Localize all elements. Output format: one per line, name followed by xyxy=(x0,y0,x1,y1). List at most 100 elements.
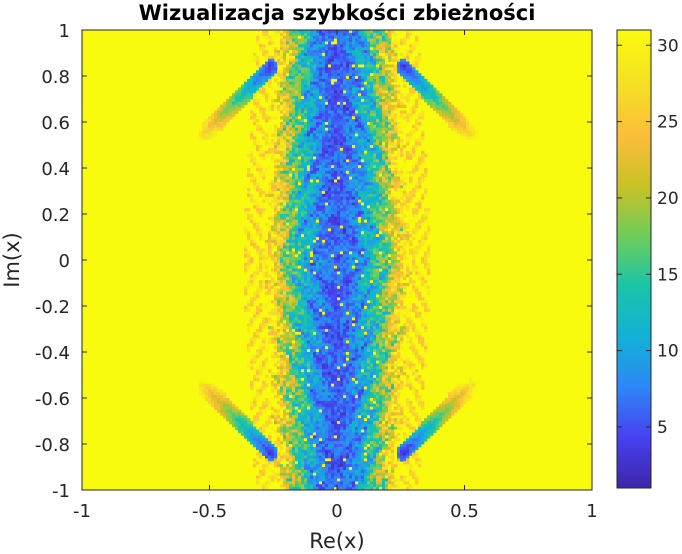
heatmap-cell xyxy=(301,199,305,203)
heatmap-cell xyxy=(400,142,404,146)
heatmap-cell xyxy=(277,297,281,301)
heatmap-cell xyxy=(289,159,293,163)
heatmap-cell xyxy=(358,145,362,149)
heatmap-cell xyxy=(337,222,341,226)
heatmap-cell xyxy=(310,294,314,298)
heatmap-cell xyxy=(301,159,305,163)
heatmap-cell xyxy=(331,139,335,143)
heatmap-cell xyxy=(469,122,473,126)
heatmap-cell xyxy=(307,78,311,83)
heatmap-cell xyxy=(415,73,419,77)
heatmap-cell xyxy=(352,248,356,252)
heatmap-cell xyxy=(349,122,353,126)
heatmap-cell xyxy=(466,119,470,123)
heatmap-cell xyxy=(421,257,425,261)
heatmap-cell xyxy=(322,176,326,180)
heatmap-cell xyxy=(358,150,362,155)
heatmap-cell xyxy=(262,248,266,252)
heatmap-cell xyxy=(358,211,362,215)
heatmap-cell xyxy=(367,147,371,152)
heatmap-cell xyxy=(361,142,365,146)
heatmap-cell xyxy=(370,196,374,201)
heatmap-cell xyxy=(322,130,326,134)
heatmap-cell xyxy=(301,237,305,241)
heatmap-cell xyxy=(274,205,278,209)
heatmap-cell xyxy=(388,47,392,51)
heatmap-cell xyxy=(325,274,329,278)
heatmap-cell xyxy=(355,47,359,51)
heatmap-cell xyxy=(388,199,392,203)
heatmap-cell xyxy=(394,176,398,180)
heatmap-cell xyxy=(361,122,365,126)
heatmap-cell xyxy=(370,133,374,137)
heatmap-cell xyxy=(310,214,314,218)
heatmap-cell xyxy=(355,170,359,175)
heatmap-cell xyxy=(295,265,299,270)
heatmap-cell xyxy=(340,142,344,146)
heatmap-cell xyxy=(301,170,305,175)
heatmap-cell xyxy=(328,196,332,201)
heatmap-cell xyxy=(268,193,272,198)
heatmap-cell xyxy=(295,101,299,106)
heatmap-cell xyxy=(346,150,350,155)
heatmap-cell xyxy=(364,84,368,88)
heatmap-cell xyxy=(373,170,377,175)
heatmap-cell xyxy=(286,110,290,114)
heatmap-cell xyxy=(379,260,383,264)
heatmap-cell xyxy=(352,116,356,120)
heatmap-cell xyxy=(286,101,290,106)
heatmap-cell xyxy=(355,156,359,160)
heatmap-cell xyxy=(259,67,263,71)
heatmap-cell xyxy=(349,176,353,180)
heatmap-cell xyxy=(346,96,350,100)
heatmap-cell xyxy=(262,271,266,275)
heatmap-cell xyxy=(400,219,404,224)
heatmap-cell xyxy=(373,271,377,275)
heatmap-cell xyxy=(355,70,359,74)
heatmap-cell xyxy=(406,283,410,287)
heatmap-cell xyxy=(232,101,236,106)
heatmap-cell xyxy=(307,242,311,247)
heatmap-cell xyxy=(268,81,272,86)
heatmap-cell xyxy=(376,225,380,229)
heatmap-cell xyxy=(349,58,353,63)
heatmap-cell xyxy=(289,208,293,212)
heatmap-cell xyxy=(385,81,389,86)
heatmap-cell xyxy=(292,211,296,215)
heatmap-cell xyxy=(391,136,395,140)
heatmap-cell xyxy=(358,280,362,284)
heatmap-cell xyxy=(310,64,314,68)
heatmap-cell xyxy=(334,153,338,157)
heatmap-cell xyxy=(277,188,281,192)
heatmap-cell xyxy=(412,234,416,238)
heatmap-cell xyxy=(322,283,326,287)
heatmap-cell xyxy=(322,185,326,189)
heatmap-cell xyxy=(277,254,281,258)
heatmap-cell xyxy=(337,291,341,295)
heatmap-cell xyxy=(466,127,470,132)
heatmap-cell xyxy=(379,173,383,178)
heatmap-cell xyxy=(388,257,392,261)
heatmap-cell xyxy=(379,277,383,281)
heatmap-cell xyxy=(373,239,377,244)
heatmap-cell xyxy=(424,188,428,192)
heatmap-cell xyxy=(406,239,410,244)
heatmap-cell xyxy=(259,150,263,155)
heatmap-cell xyxy=(349,84,353,88)
heatmap-cell xyxy=(373,101,377,106)
heatmap-cell xyxy=(295,211,299,215)
heatmap-cell xyxy=(301,84,305,88)
heatmap-cell xyxy=(265,168,269,172)
heatmap-cell xyxy=(340,251,344,255)
heatmap-cell xyxy=(250,76,254,80)
heatmap-cell xyxy=(367,130,371,134)
heatmap-cell xyxy=(292,147,296,152)
heatmap-cell xyxy=(394,202,398,206)
heatmap-cell xyxy=(376,119,380,123)
heatmap-cell xyxy=(469,130,473,134)
heatmap-cell xyxy=(361,228,365,232)
heatmap-cell xyxy=(286,47,290,51)
heatmap-cell xyxy=(448,122,452,126)
heatmap-cell xyxy=(328,242,332,247)
heatmap-cell xyxy=(331,150,335,155)
